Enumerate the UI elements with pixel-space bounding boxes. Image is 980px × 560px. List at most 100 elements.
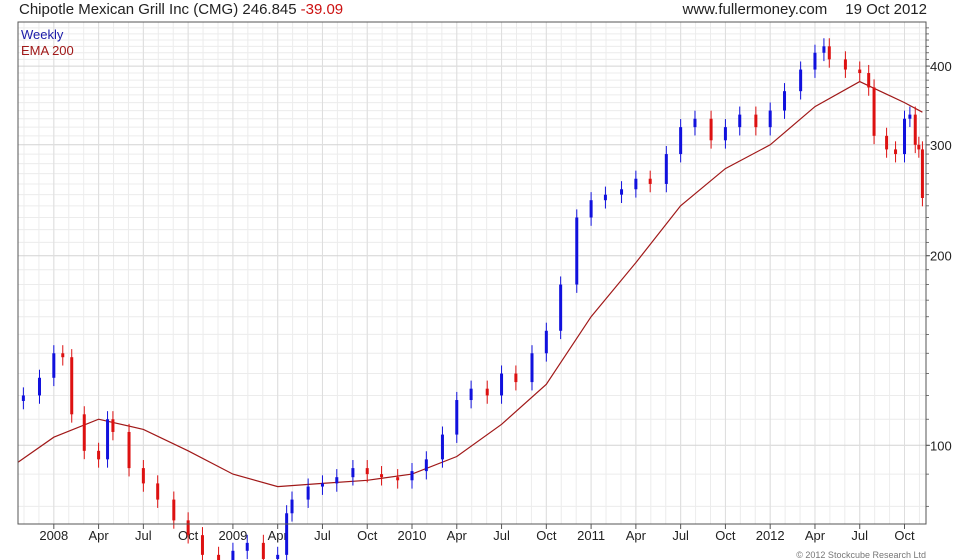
chart-date: 19 Oct 2012 bbox=[845, 1, 927, 18]
candle-body bbox=[872, 87, 876, 136]
candle-body bbox=[813, 52, 817, 70]
candle-body bbox=[186, 520, 190, 536]
x-tick-label: Oct bbox=[894, 528, 915, 543]
candle-body bbox=[908, 114, 912, 119]
candle-body bbox=[306, 486, 310, 500]
price-change: -39.09 bbox=[300, 1, 344, 18]
candle-body bbox=[469, 388, 473, 401]
candle-body bbox=[917, 144, 921, 150]
candle-body bbox=[858, 69, 862, 74]
candle-body bbox=[217, 554, 221, 560]
candle-body bbox=[822, 46, 826, 53]
x-tick-label: 2009 bbox=[218, 528, 247, 543]
candle-body bbox=[172, 499, 176, 521]
candle-body bbox=[827, 46, 831, 60]
candle-body bbox=[424, 459, 428, 472]
candle-body bbox=[723, 127, 727, 141]
x-tick-label: Jul bbox=[851, 528, 868, 543]
candle-body bbox=[440, 434, 444, 460]
candle-body bbox=[648, 178, 652, 184]
x-tick-label: Apr bbox=[626, 528, 647, 543]
candle-body bbox=[380, 474, 384, 478]
candle-body bbox=[709, 118, 713, 141]
candle-body bbox=[679, 127, 683, 155]
candle-body bbox=[894, 149, 898, 155]
candle-body bbox=[867, 73, 871, 88]
candle-body bbox=[156, 483, 160, 500]
y-tick-label: 200 bbox=[930, 249, 952, 264]
candle-body bbox=[141, 468, 145, 484]
candle-body bbox=[106, 419, 110, 460]
y-tick-label: 400 bbox=[930, 59, 952, 74]
candle-body bbox=[111, 419, 115, 432]
y-tick-label: 300 bbox=[930, 138, 952, 153]
candle-body bbox=[410, 471, 414, 481]
candle-body bbox=[290, 499, 294, 514]
candle-body bbox=[285, 513, 289, 555]
candle-body bbox=[52, 353, 56, 378]
candle-body bbox=[903, 118, 907, 155]
candle-body bbox=[603, 194, 607, 201]
x-tick-label: Apr bbox=[447, 528, 468, 543]
chart-legend: Weekly EMA 200 bbox=[21, 27, 74, 59]
x-tick-label: Oct bbox=[715, 528, 736, 543]
x-tick-label: Apr bbox=[88, 528, 109, 543]
candle-body bbox=[738, 114, 742, 128]
x-tick-label: Apr bbox=[805, 528, 826, 543]
candle-body bbox=[351, 468, 355, 478]
candle-body bbox=[261, 542, 265, 559]
candle-body bbox=[693, 118, 697, 128]
ema-200-line bbox=[17, 80, 923, 488]
candle-body bbox=[514, 373, 518, 383]
candle-body bbox=[485, 388, 489, 396]
legend-weekly: Weekly bbox=[21, 27, 64, 42]
candle-body bbox=[21, 395, 25, 401]
candle-body bbox=[559, 284, 563, 331]
x-tick-label: 2011 bbox=[577, 528, 605, 543]
candle-body bbox=[913, 114, 917, 145]
candle-body bbox=[575, 217, 579, 285]
site-link[interactable]: www.fullermoney.com bbox=[682, 1, 828, 18]
x-tick-label: Jul bbox=[672, 528, 689, 543]
x-tick-label: Oct bbox=[536, 528, 557, 543]
x-tick-label: 2012 bbox=[756, 528, 785, 543]
chart-header: Chipotle Mexican Grill Inc (CMG) 246.845… bbox=[0, 0, 930, 22]
candle-body bbox=[245, 542, 249, 551]
candle-body bbox=[231, 550, 235, 560]
candle-body bbox=[37, 377, 41, 396]
x-tick-label: Jul bbox=[135, 528, 152, 543]
candle-body bbox=[843, 59, 847, 70]
legend-ema: EMA 200 bbox=[21, 43, 74, 58]
copyright-notice: © 2012 Stockcube Research Ltd bbox=[796, 550, 926, 560]
candle-body bbox=[634, 178, 638, 190]
candle-body bbox=[455, 400, 459, 435]
candle-body bbox=[127, 431, 131, 469]
candle-body bbox=[620, 189, 624, 195]
candle-body bbox=[500, 373, 504, 396]
candle-body bbox=[61, 353, 65, 358]
candle-body bbox=[82, 414, 86, 451]
candle-body bbox=[335, 477, 339, 484]
candle-body bbox=[754, 114, 758, 128]
plot-frame bbox=[17, 21, 927, 525]
x-tick-label: Jul bbox=[314, 528, 331, 543]
chart-title: Chipotle Mexican Grill Inc (CMG) 246.845… bbox=[19, 1, 344, 18]
candle-body bbox=[320, 483, 324, 487]
candle-body bbox=[70, 357, 74, 415]
x-tick-label: Apr bbox=[268, 528, 289, 543]
x-tick-label: Oct bbox=[357, 528, 378, 543]
candle-body bbox=[885, 135, 889, 150]
candle-body bbox=[589, 200, 593, 218]
candle-body bbox=[920, 149, 924, 198]
candle-body bbox=[544, 330, 548, 354]
x-tick-label: Jul bbox=[493, 528, 510, 543]
candle-body bbox=[664, 154, 668, 184]
candle-body bbox=[799, 69, 803, 92]
header-right: www.fullermoney.com 19 Oct 2012 bbox=[683, 1, 928, 18]
candle-body bbox=[768, 110, 772, 128]
candle-body bbox=[365, 468, 369, 475]
y-tick-label: 100 bbox=[930, 438, 952, 453]
x-tick-label: 2008 bbox=[39, 528, 68, 543]
candle-body bbox=[783, 91, 787, 111]
